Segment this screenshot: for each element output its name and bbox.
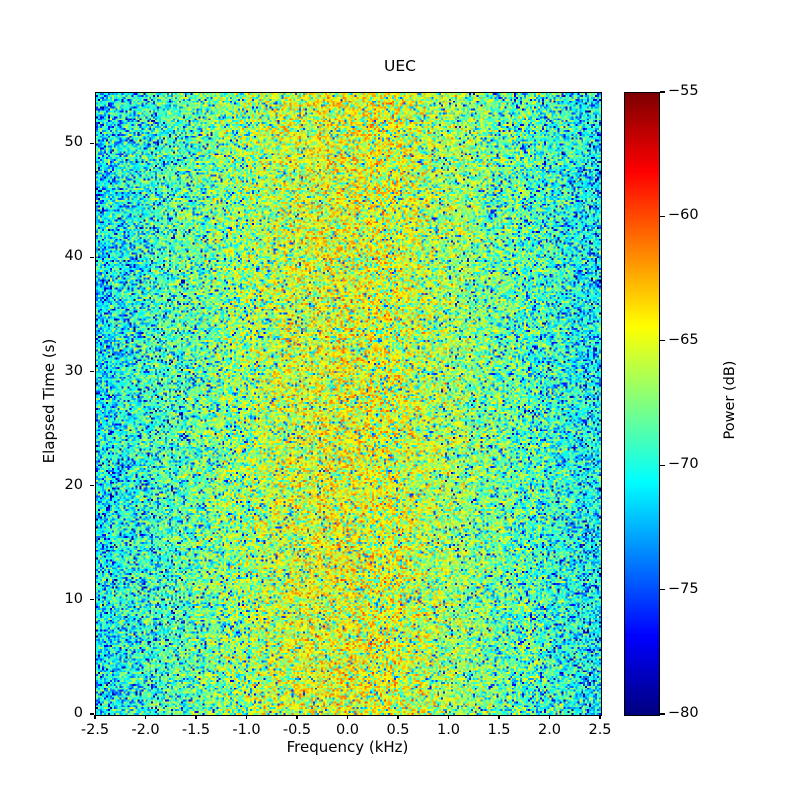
y-axis-label: Elapsed Time (s) [40,338,58,464]
x-tick-label: -2.0 [131,722,160,738]
colorbar-tick-label: −65 [668,331,699,348]
y-tick-mark [90,485,94,487]
x-tick-label: 0.0 [335,722,360,738]
x-tick-mark [346,715,349,719]
x-tick-mark [245,715,248,719]
x-tick-mark [599,715,601,719]
x-tick-mark [498,715,500,719]
colorbar-tick-mark [660,713,665,715]
x-tick-label: -0.5 [282,722,312,738]
x-tick-mark [296,715,298,719]
colorbar-tick-label: −70 [668,456,699,473]
x-tick-label: -1.5 [181,722,211,738]
x-tick-mark [397,715,399,719]
spectrogram-plot-area [95,92,602,716]
colorbar-label: Power (dB) [722,360,738,440]
colorbar-tick-label: −80 [668,705,699,721]
colorbar-tick-mark [660,91,665,93]
y-tick-mark [90,371,94,373]
x-tick-mark [548,715,551,719]
colorbar-tick-label: −75 [668,580,699,597]
colorbar [624,92,660,716]
y-tick-label: 50 [64,134,83,151]
x-tick-mark [195,715,197,719]
colorbar-tick-mark [660,215,665,217]
y-tick-label: 0 [73,705,83,721]
colorbar-tick-label: −60 [668,207,699,224]
x-tick-label: 2.0 [537,722,562,738]
y-tick-label: 40 [64,248,83,265]
x-tick-label: -1.0 [232,722,261,738]
y-tick-mark [90,256,94,259]
colorbar-tick-mark [660,464,665,466]
colorbar-tick-mark [660,589,665,591]
x-tick-label: 0.5 [386,722,410,738]
colorbar-tick-label: −55 [668,83,699,99]
y-tick-mark [90,599,94,601]
y-tick-label: 30 [64,362,83,379]
x-tick-label: 1.0 [436,722,461,738]
y-tick-label: 20 [64,476,83,493]
y-tick-mark [90,142,94,144]
x-tick-label: 1.5 [487,722,511,738]
y-tick-mark [90,713,94,715]
colorbar-tick-mark [660,340,665,342]
x-tick-mark [447,715,450,719]
x-tick-mark [94,715,96,719]
title-line-station: UEC [384,57,416,75]
y-tick-label: 10 [64,590,83,607]
x-axis-label: Frequency (kHz) [286,738,409,756]
colorbar-gradient [625,93,659,715]
x-tick-mark [144,715,147,719]
spectrogram-image [96,93,601,715]
x-tick-label: 2.5 [588,722,612,738]
x-tick-label: -2.5 [80,722,110,738]
